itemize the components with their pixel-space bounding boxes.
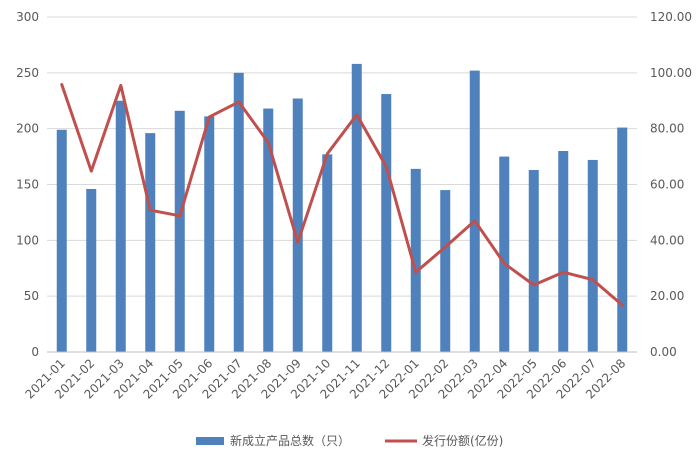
bar (469, 70, 480, 352)
line-point (562, 270, 565, 274)
bar-series (56, 63, 628, 353)
line-point (60, 83, 63, 86)
line-point (208, 115, 211, 119)
line-point (296, 241, 299, 244)
legend-label-line: 发行份额(亿份) (422, 433, 503, 448)
bar (381, 94, 392, 353)
y-left-tick-label: 50 (24, 289, 39, 303)
line-point (237, 100, 240, 104)
y-right-tick-label: 120.00 (650, 10, 692, 24)
bar (410, 168, 421, 352)
bar (56, 129, 67, 352)
bar (263, 108, 274, 352)
bar (204, 116, 215, 352)
line-series (60, 83, 624, 307)
y-left-tick-label: 0 (31, 345, 39, 359)
y-left-tick-label: 100 (16, 233, 39, 247)
line-point (532, 283, 535, 287)
line-point (385, 165, 388, 168)
line-point (326, 152, 329, 155)
bar (528, 169, 539, 352)
line-point (178, 214, 181, 217)
y-right-tick-label: 100.00 (650, 66, 692, 80)
bar (292, 98, 303, 353)
legend: 新成立产品总数（只） 发行份额(亿份) (196, 433, 503, 448)
line-point (414, 270, 417, 274)
bar (233, 72, 244, 352)
bar (174, 110, 185, 352)
y-left-tick-label: 200 (16, 122, 39, 136)
y-right-tick-label: 40.00 (650, 233, 684, 247)
line-point (90, 169, 93, 173)
legend-swatch-bar (196, 437, 224, 445)
y-left-tick-label: 150 (16, 178, 39, 192)
gridlines (47, 16, 637, 297)
y-left-tick-label: 250 (16, 66, 39, 80)
bar (351, 63, 362, 353)
bar (499, 156, 510, 352)
bar (115, 100, 126, 352)
y-right-tick-label: 80.00 (650, 122, 684, 136)
bar (440, 190, 451, 352)
line-series-path (60, 83, 624, 307)
legend-label-bar: 新成立产品总数（只） (230, 433, 350, 448)
line-point (355, 113, 358, 116)
line-point (473, 219, 476, 222)
y-right-tick-label: 60.00 (650, 178, 684, 192)
bar (617, 127, 628, 352)
bar (86, 188, 97, 352)
bar (145, 133, 156, 352)
line-point (119, 84, 122, 87)
line-point (149, 208, 152, 212)
line-point (621, 303, 624, 307)
line-point (591, 278, 594, 281)
y-right-tick-label: 0.00 (650, 345, 677, 359)
line-point (444, 245, 447, 249)
line-point (267, 141, 270, 144)
bar (322, 154, 333, 352)
line-point (503, 262, 506, 265)
y-left-tick-label: 300 (16, 10, 39, 24)
bar (558, 151, 569, 352)
bar (587, 159, 598, 352)
y-right-tick-label: 20.00 (650, 289, 684, 303)
